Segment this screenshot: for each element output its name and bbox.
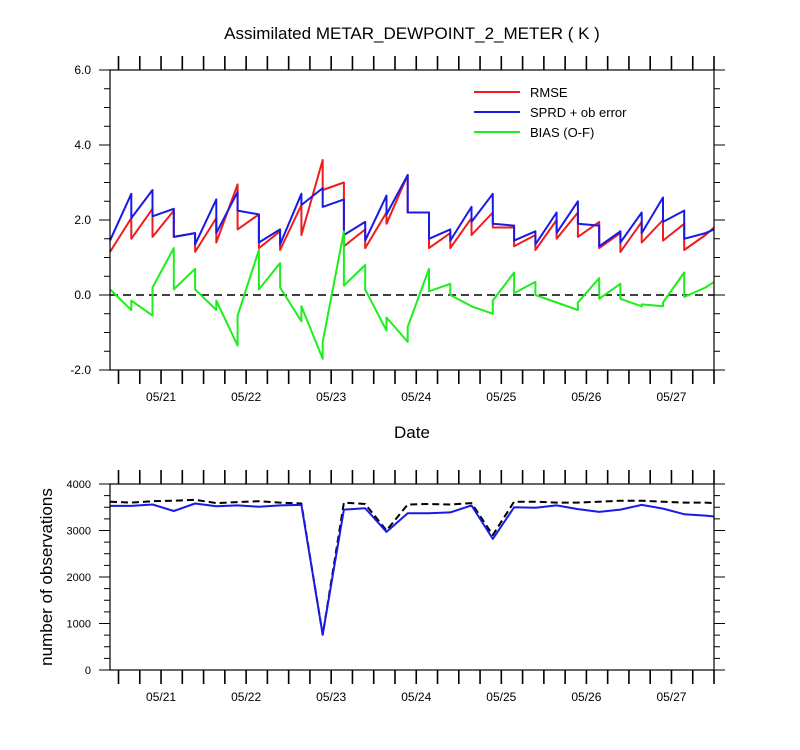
x-tick-label: 05/21 [146,390,176,404]
plot-frame [109,69,715,371]
legend-label: RMSE [530,85,568,100]
x-tick-label: 05/27 [656,690,686,704]
y-tick-label: 0.0 [74,288,91,302]
x-tick-label: 05/24 [401,690,431,704]
bottom-panel: 0 1000 2000 3000 4000 05/21 05/22 05/23 05/24 05/… [67,470,725,704]
y-tick-label: 4.0 [74,138,91,152]
x-tick-label: 05/26 [571,690,601,704]
chart-title: Assimilated METAR_DEWPOINT_2_METER ( K ) [224,24,600,43]
y-tick-label: 6.0 [74,63,91,77]
x-tick-label: 05/25 [486,390,516,404]
y-tick-label: 3000 [67,526,91,538]
series-line-bias-o-f [109,230,715,360]
y-tick-label: 0 [85,665,91,677]
x-tick-label: 05/22 [231,690,261,704]
y-tick-label: 2.0 [74,213,91,227]
y-tick-label: 2000 [67,572,91,584]
x-tick-label: 05/24 [401,390,431,404]
x-tick-label: 05/22 [231,390,261,404]
series-line-assimilated [110,502,715,636]
bottom-y-axis-label: number of observations [37,488,56,666]
x-tick-label: 05/25 [486,690,516,704]
legend-label: BIAS (O-F) [530,125,594,140]
y-tick-label: 4000 [67,479,91,491]
x-tick-label: 05/26 [571,390,601,404]
x-tick-label: 05/23 [316,690,346,704]
y-tick-label: 1000 [67,619,91,631]
plot-frame [109,483,715,671]
series-line-possible [109,498,715,636]
x-tick-label: 05/21 [146,690,176,704]
x-tick-label: 05/23 [316,390,346,404]
y-tick-label: -2.0 [70,363,91,377]
series-line-sprd-ob-error [109,174,715,248]
top-panel: -2.0 0.0 2.0 4.0 6.0 05/21 05/22 05/23 05/24 05/2… [70,56,725,404]
x-tick-label: 05/27 [656,390,686,404]
legend-label: SPRD + ob error [530,105,627,120]
x-axis-label: Date [394,423,430,442]
